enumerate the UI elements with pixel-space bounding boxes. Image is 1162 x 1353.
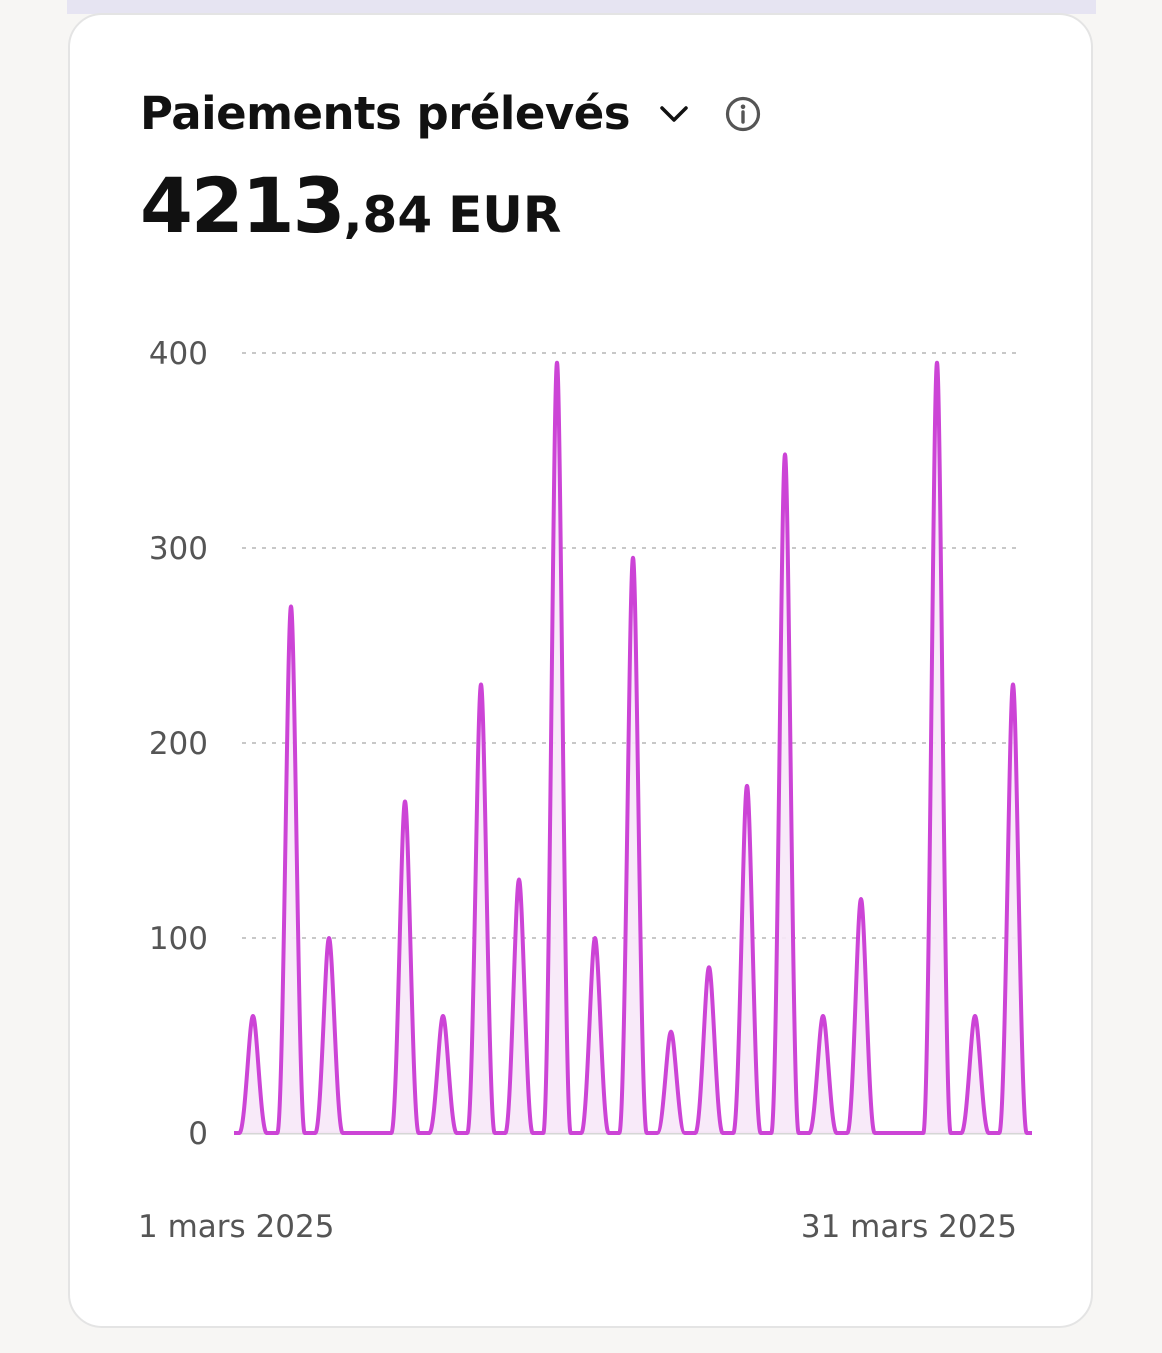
y-tick-label: 300 (149, 531, 208, 567)
top-strip (67, 0, 1096, 14)
chevron-down-icon[interactable] (654, 94, 694, 134)
y-tick-label: 400 (149, 336, 208, 372)
y-tick-label: 100 (149, 921, 208, 957)
total-amount: 4213 ,84 EUR (140, 161, 561, 250)
payments-card: Paiements prélevés 4213 ,84 EUR 0 100 200 3… (68, 13, 1093, 1328)
payments-chart: 0 100 200 300 400 (149, 336, 1032, 1152)
series-line (234, 360, 1032, 1135)
x-axis-end-label: 31 mars 2025 (800, 1209, 1017, 1245)
y-tick-label: 0 (188, 1116, 208, 1152)
y-tick-label: 200 (149, 726, 208, 762)
card-title: Paiements prélevés (140, 87, 631, 140)
amount-decimal: ,84 (343, 186, 433, 244)
amount-integer: 4213 (140, 161, 346, 250)
x-axis-start-label: 1 mars 2025 (138, 1209, 335, 1245)
info-icon[interactable] (724, 95, 762, 133)
amount-currency: EUR (448, 186, 562, 244)
series-area (234, 362, 1032, 1133)
card-header: Paiements prélevés (140, 87, 762, 140)
